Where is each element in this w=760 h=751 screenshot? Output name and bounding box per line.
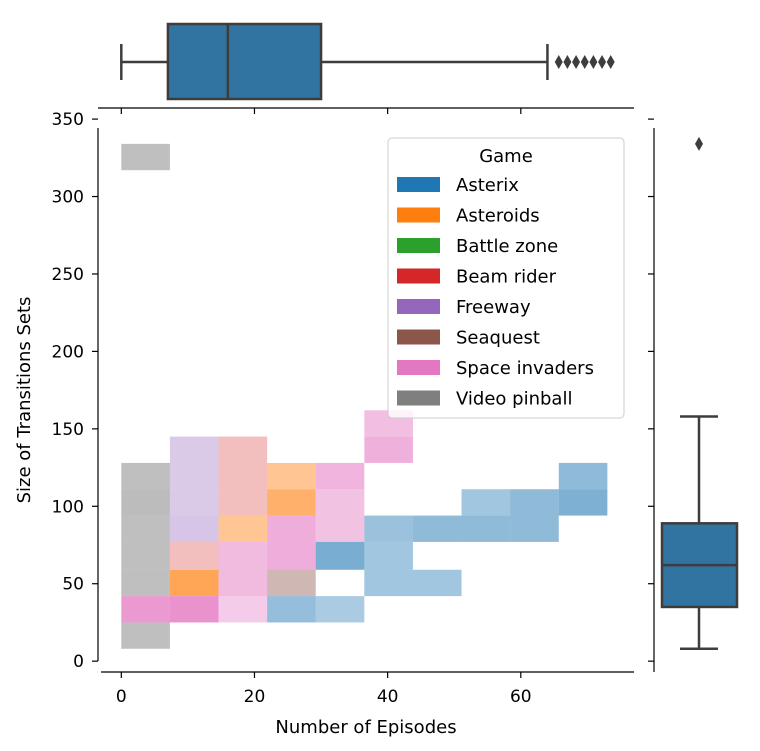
y-tick-label: 150 [52, 420, 84, 440]
legend-title: Game [479, 146, 533, 167]
heatmap-bin [121, 462, 170, 490]
top-marginal-boxplot [98, 22, 634, 114]
heatmap-bin [218, 436, 268, 463]
heatmap-bin [558, 462, 608, 490]
legend-swatch [397, 390, 440, 406]
heatmap-bin [121, 489, 170, 516]
heatmap-bin [364, 515, 413, 542]
heatmap-bin [267, 462, 316, 490]
legend-label: Video pinball [456, 389, 572, 410]
legend-label: Space invaders [456, 358, 594, 379]
y-tick-label: 350 [52, 110, 84, 130]
heatmap-bin [315, 541, 365, 570]
y-tick-label: 200 [52, 342, 84, 362]
heatmap-bin [461, 515, 511, 542]
x-tick-label: 20 [244, 687, 266, 707]
heatmap-bin [364, 436, 413, 463]
x-tick-label: 0 [116, 687, 127, 707]
heatmap-bins [121, 143, 608, 649]
legend-label: Asteroids [456, 206, 540, 227]
top-outlier [598, 55, 607, 69]
heatmap-bin [169, 541, 219, 570]
heatmap-bin [267, 596, 316, 623]
heatmap-bin [364, 541, 413, 570]
heatmap-bin [169, 436, 219, 463]
legend-label: Battle zone [456, 236, 558, 257]
heatmap-bin [267, 569, 316, 597]
legend-label: Seaquest [456, 328, 540, 349]
legend-swatch [397, 207, 440, 223]
legend-swatch [397, 299, 440, 314]
main-axes: 0 20 40 60 0 50 100 150 200 250 300 350 [52, 110, 634, 707]
heatmap-bin [364, 569, 413, 597]
heatmap-bin [218, 596, 268, 623]
y-axis-label: Size of Transitions Sets [14, 297, 35, 504]
heatmap-bin [315, 462, 365, 490]
x-tick-label: 60 [510, 687, 532, 707]
legend-label: Beam rider [456, 267, 557, 288]
heatmap-bin [267, 515, 316, 542]
top-box-iqr [166, 22, 323, 101]
heatmap-bin [412, 515, 462, 542]
heatmap-bin [218, 541, 268, 570]
top-outlier [606, 55, 615, 69]
top-outlier [589, 55, 598, 69]
y-tick-label: 0 [73, 652, 84, 672]
heatmap-bin [461, 489, 511, 516]
heatmap-bin [169, 515, 219, 542]
legend-frame [387, 137, 625, 419]
top-outlier [572, 55, 581, 69]
heatmap-bin [558, 489, 608, 516]
heatmap-bin [218, 569, 268, 597]
x-axis-label: Number of Episodes [275, 717, 456, 738]
y-tick-label: 50 [62, 575, 84, 595]
heatmap-bin [121, 515, 170, 542]
heatmap-bin [315, 489, 365, 516]
heatmap-bin [315, 596, 365, 623]
y-tick-label: 250 [52, 265, 84, 285]
heatmap-bin [169, 462, 219, 490]
legend-entries: Asterix Asteroids Battle zone Beam rider Fre… [397, 175, 594, 410]
y-tick-label: 300 [52, 188, 84, 208]
heatmap-bin [218, 515, 268, 542]
legend: Game Asterix Asteroids Battle zone Beam rid… [387, 137, 625, 419]
right-outlier [695, 136, 703, 151]
heatmap-bin [218, 462, 268, 490]
heatmap-bin [218, 489, 268, 516]
heatmap-bin [510, 515, 559, 542]
legend-swatch [397, 268, 440, 284]
y-tick-label: 100 [52, 497, 84, 517]
right-marginal-boxplot [648, 118, 739, 672]
legend-label: Asterix [456, 175, 519, 196]
top-outlier [580, 55, 589, 69]
heatmap-bin [121, 596, 170, 623]
heatmap-bin [121, 569, 170, 597]
heatmap-bin [267, 541, 316, 570]
heatmap-bin [121, 622, 170, 649]
legend-swatch [397, 360, 440, 375]
heatmap-bin [267, 489, 316, 516]
heatmap-bin [169, 596, 219, 623]
heatmap-bin [510, 489, 559, 516]
top-outlier [563, 55, 572, 69]
heatmap-bin [121, 143, 170, 171]
legend-label: Freeway [456, 297, 531, 318]
heatmap-bin [169, 569, 219, 597]
heatmap-bin [315, 515, 365, 542]
top-outlier [554, 55, 563, 69]
legend-swatch [397, 177, 440, 192]
legend-swatch [397, 329, 440, 345]
heatmap-bin [121, 541, 170, 570]
heatmap-bin [412, 569, 462, 597]
heatmap-bin [169, 489, 219, 516]
x-tick-label: 40 [377, 687, 399, 707]
legend-swatch [397, 238, 440, 253]
